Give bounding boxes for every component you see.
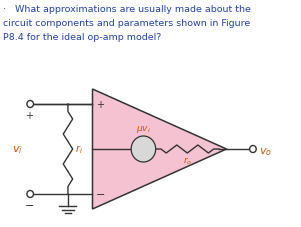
Circle shape — [131, 136, 156, 162]
Text: −: − — [25, 200, 34, 210]
Text: $v_o$: $v_o$ — [259, 146, 272, 157]
Text: +: + — [25, 111, 33, 121]
Text: circuit components and parameters shown in Figure: circuit components and parameters shown … — [3, 19, 250, 28]
Text: $\mu v_i$: $\mu v_i$ — [136, 123, 151, 134]
Text: $r_o$: $r_o$ — [183, 155, 192, 167]
Text: $v_i$: $v_i$ — [12, 143, 22, 155]
Text: P8.4 for the ideal op-amp model?: P8.4 for the ideal op-amp model? — [3, 33, 161, 42]
Text: $r_i$: $r_i$ — [75, 143, 82, 156]
Text: ·   What approximations are usually made about the: · What approximations are usually made a… — [3, 5, 251, 14]
Circle shape — [27, 101, 33, 108]
Text: +: + — [96, 100, 104, 109]
Circle shape — [27, 191, 33, 198]
Polygon shape — [92, 90, 227, 209]
Circle shape — [250, 146, 256, 153]
Text: −: − — [96, 189, 106, 199]
